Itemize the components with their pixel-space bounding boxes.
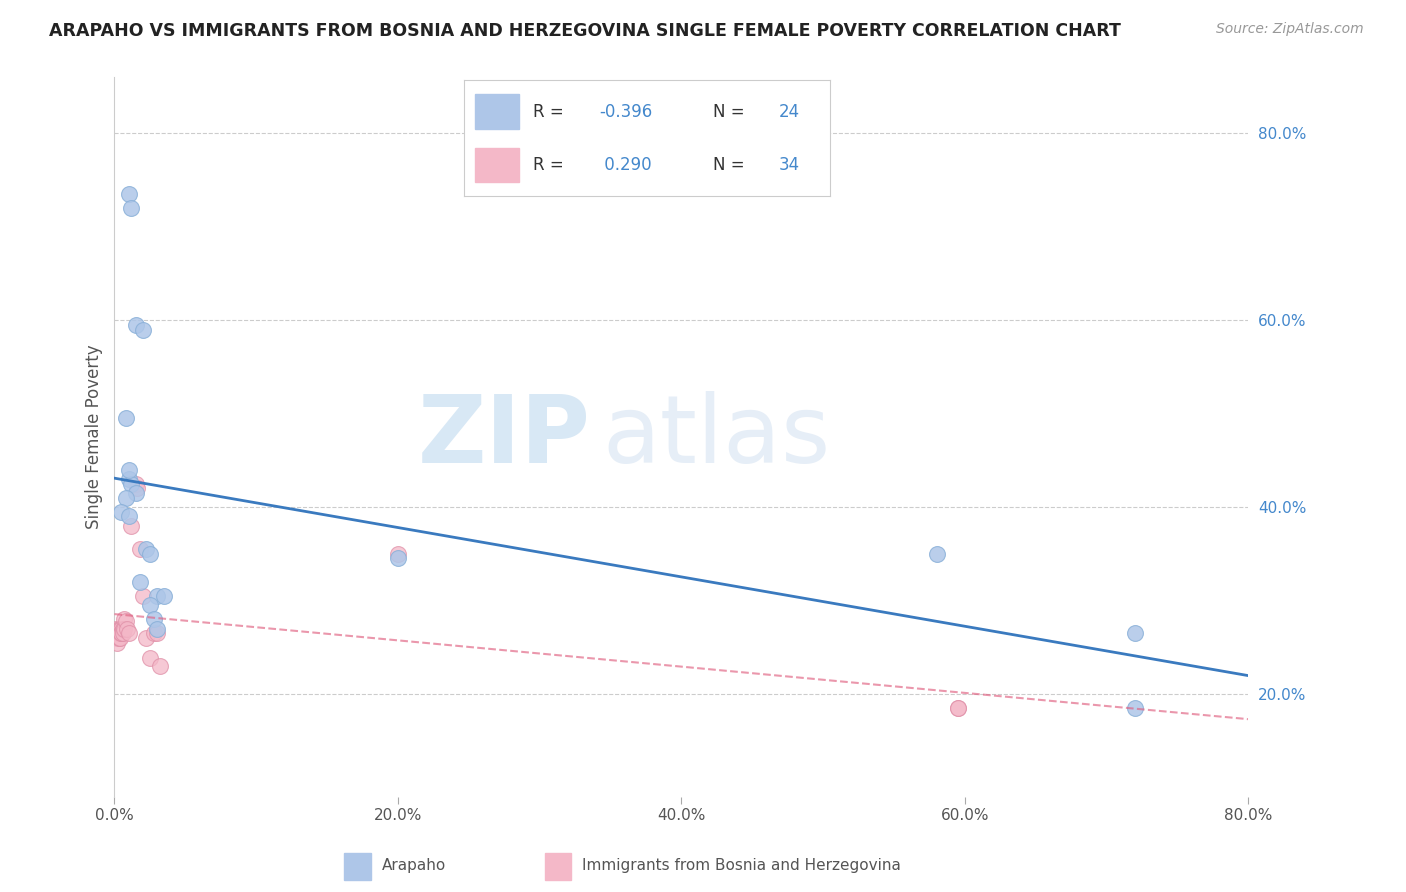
Text: ZIP: ZIP xyxy=(418,391,591,483)
Text: atlas: atlas xyxy=(602,391,831,483)
Text: Arapaho: Arapaho xyxy=(381,858,446,872)
Text: N =: N = xyxy=(713,156,749,174)
Bar xyxy=(344,853,371,880)
Point xyxy=(107,622,129,636)
Point xyxy=(139,598,162,612)
Point xyxy=(139,651,162,665)
Point xyxy=(112,622,135,636)
Point xyxy=(132,323,155,337)
Text: R =: R = xyxy=(533,156,569,174)
Bar xyxy=(475,95,519,129)
Point xyxy=(114,614,136,628)
Point xyxy=(117,472,139,486)
Point xyxy=(387,547,409,561)
Point xyxy=(110,622,132,636)
Point xyxy=(143,612,166,626)
Point xyxy=(117,463,139,477)
Point xyxy=(1123,701,1146,715)
Point xyxy=(1123,626,1146,640)
Text: R =: R = xyxy=(533,103,569,120)
Point xyxy=(108,631,131,645)
Y-axis label: Single Female Poverty: Single Female Poverty xyxy=(86,344,103,529)
Text: 24: 24 xyxy=(779,103,800,120)
Text: Immigrants from Bosnia and Herzegovina: Immigrants from Bosnia and Herzegovina xyxy=(582,858,901,872)
Point xyxy=(143,626,166,640)
Text: -0.396: -0.396 xyxy=(599,103,652,120)
Point xyxy=(117,626,139,640)
Text: 34: 34 xyxy=(779,156,800,174)
Point xyxy=(117,509,139,524)
Point xyxy=(387,551,409,566)
Point xyxy=(114,411,136,425)
Point xyxy=(146,589,169,603)
Point xyxy=(120,201,142,215)
Point xyxy=(946,701,969,715)
Point xyxy=(104,626,127,640)
Point xyxy=(104,622,127,636)
Point xyxy=(946,701,969,715)
Point xyxy=(127,482,149,496)
Point xyxy=(129,574,152,589)
Bar xyxy=(544,853,571,880)
Point xyxy=(135,631,157,645)
Point xyxy=(124,318,146,332)
Text: ARAPAHO VS IMMIGRANTS FROM BOSNIA AND HERZEGOVINA SINGLE FEMALE POVERTY CORRELAT: ARAPAHO VS IMMIGRANTS FROM BOSNIA AND HE… xyxy=(49,22,1121,40)
Point xyxy=(111,622,134,636)
Point xyxy=(124,486,146,500)
Point xyxy=(110,505,132,519)
Point xyxy=(120,476,142,491)
Point xyxy=(129,542,152,557)
Text: N =: N = xyxy=(713,103,749,120)
Point xyxy=(105,631,128,645)
Point xyxy=(114,491,136,505)
Point xyxy=(112,612,135,626)
Point xyxy=(120,518,142,533)
Point xyxy=(135,542,157,557)
Point xyxy=(105,626,128,640)
Point xyxy=(107,631,129,645)
Point xyxy=(153,589,176,603)
Text: 0.290: 0.290 xyxy=(599,156,652,174)
Point xyxy=(149,659,172,673)
Point xyxy=(107,626,129,640)
Point xyxy=(925,547,948,561)
Text: Source: ZipAtlas.com: Source: ZipAtlas.com xyxy=(1216,22,1364,37)
Point xyxy=(139,547,162,561)
Point xyxy=(132,589,155,603)
Point xyxy=(146,626,169,640)
Point xyxy=(105,635,128,649)
Point xyxy=(110,626,132,640)
Point xyxy=(124,476,146,491)
Point xyxy=(108,622,131,636)
Point xyxy=(110,626,132,640)
Bar xyxy=(475,147,519,182)
Point xyxy=(115,622,138,636)
Point xyxy=(111,626,134,640)
Point xyxy=(108,626,131,640)
Point xyxy=(117,187,139,202)
Point xyxy=(146,622,169,636)
